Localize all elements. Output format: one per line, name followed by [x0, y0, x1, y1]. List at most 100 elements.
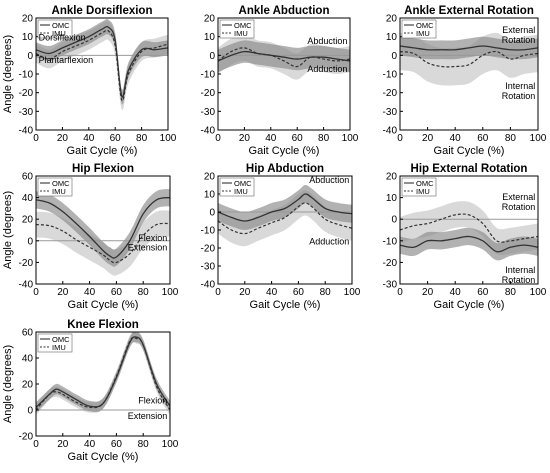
x-tick-label: 0 — [33, 133, 39, 144]
series-band-omc — [36, 19, 168, 105]
legend-entry-omc: OMC — [234, 179, 252, 188]
y-tick-label: -30 — [383, 107, 398, 118]
x-tick-label: 40 — [450, 133, 462, 144]
series-line-omc — [217, 193, 353, 222]
series-line-omc — [399, 235, 539, 253]
x-tick-label: 20 — [57, 133, 69, 144]
x-tick-label: 40 — [84, 287, 96, 298]
x-tick-label: 0 — [215, 287, 221, 298]
y-tick-label: 0 — [27, 406, 33, 417]
y-tick-label: 10 — [204, 32, 216, 43]
y-tick-label: 20 — [22, 380, 34, 391]
x-tick-label: 0 — [215, 133, 221, 144]
x-tick-label: 40 — [266, 287, 278, 298]
x-axis-label: Gait Cycle (%) — [68, 451, 139, 463]
y-tick-label: -20 — [201, 244, 216, 255]
series-line-omc — [399, 45, 539, 51]
y-tick-label: -10 — [19, 70, 34, 81]
y-tick-label: -40 — [201, 280, 216, 291]
legend-entry-imu: IMU — [52, 29, 66, 38]
chart-panel-2: -40 -30 -20 -10 0 10 20 0 20 40 60 80 100 Ankle Abduc… — [201, 5, 359, 157]
series-band-omc — [400, 227, 538, 261]
legend-entry-omc: OMC — [234, 21, 252, 30]
y-tick-label: -20 — [19, 258, 34, 269]
y-tick-label: -20 — [383, 88, 398, 99]
x-tick-label: 100 — [162, 287, 179, 298]
x-tick-label: 100 — [344, 287, 361, 298]
legend-entry-imu: IMU — [52, 187, 66, 196]
x-axis-label: Gait Cycle (%) — [250, 299, 321, 311]
x-axis-label: Gait Cycle (%) — [434, 145, 505, 157]
y-tick-label: -10 — [201, 226, 216, 237]
series-band-omc — [218, 40, 350, 73]
x-tick-label: 60 — [111, 287, 123, 298]
annotation-label: Flexion — [138, 233, 167, 243]
y-tick-label: 0 — [27, 236, 33, 247]
x-tick-label: 20 — [422, 287, 434, 298]
x-tick-label: 80 — [138, 287, 150, 298]
chart-title: Ankle Abduction — [239, 5, 330, 17]
annotation-label: External Rotation — [502, 192, 536, 212]
legend-entry-omc: OMC — [52, 21, 70, 30]
x-tick-label: 40 — [265, 133, 277, 144]
annotation-label: Extension — [128, 411, 168, 421]
y-tick-label: -30 — [19, 107, 34, 118]
series-line-omc — [35, 196, 171, 259]
annotation-label: Dorsiflexion — [39, 32, 86, 42]
y-tick-label: 60 — [22, 172, 34, 183]
y-tick-label: 20 — [22, 215, 34, 226]
plot-frame — [399, 175, 539, 285]
annotation-label: Abduction — [307, 36, 347, 46]
y-tick-label: 0 — [391, 51, 397, 62]
y-tick-label: 20 — [386, 14, 398, 25]
chart-panel-5: -40 -30 -20 -10 0 10 20 0 20 40 60 80 100 Hip Abducti… — [201, 163, 361, 311]
y-tick-label: 0 — [391, 215, 397, 226]
x-tick-label: 60 — [110, 133, 122, 144]
x-tick-label: 20 — [239, 287, 251, 298]
x-tick-label: 60 — [477, 287, 489, 298]
x-tick-label: 100 — [530, 133, 547, 144]
x-tick-label: 60 — [111, 439, 123, 450]
x-tick-label: 40 — [83, 133, 95, 144]
legend-entry-imu: IMU — [234, 187, 248, 196]
x-tick-label: 20 — [57, 439, 69, 450]
x-tick-label: 60 — [477, 133, 489, 144]
annotation-label: Adduction — [309, 236, 349, 246]
series-band-omc — [36, 331, 170, 413]
x-axis-label: Gait Cycle (%) — [434, 299, 505, 311]
legend-entry-imu: IMU — [52, 343, 66, 352]
y-tick-label: -20 — [383, 258, 398, 269]
y-tick-label: -40 — [383, 126, 398, 137]
x-tick-label: 80 — [505, 133, 517, 144]
y-axis-label: Angle (degrees) — [2, 345, 14, 423]
y-tick-label: -40 — [19, 126, 34, 137]
series-line-omc — [217, 50, 351, 62]
x-axis-label: Gait Cycle (%) — [68, 299, 139, 311]
y-tick-label: 0 — [209, 208, 215, 219]
annotation-label: Internal Rotation — [502, 81, 536, 101]
legend-entry-imu: IMU — [416, 187, 430, 196]
legend-entry-omc: OMC — [52, 179, 70, 188]
chart-panel-3: -40 -30 -20 -10 0 10 20 0 20 40 60 80 100 Ankle Exter… — [383, 5, 547, 157]
series-line-imu — [399, 213, 539, 243]
x-tick-label: 80 — [138, 439, 150, 450]
y-tick-label: 20 — [386, 172, 398, 183]
series-band-omc — [218, 184, 352, 230]
y-tick-label: 20 — [204, 14, 216, 25]
x-tick-label: 0 — [33, 287, 39, 298]
y-tick-label: -10 — [201, 70, 216, 81]
y-axis-label: Angle (degrees) — [2, 35, 14, 113]
x-tick-label: 100 — [342, 133, 359, 144]
annotation-label: Internal Rotation — [502, 265, 536, 285]
x-tick-label: 80 — [136, 133, 148, 144]
x-tick-label: 60 — [293, 287, 305, 298]
y-tick-label: -20 — [19, 88, 34, 99]
series-line-imu — [217, 202, 353, 235]
y-tick-label: 60 — [22, 328, 34, 339]
